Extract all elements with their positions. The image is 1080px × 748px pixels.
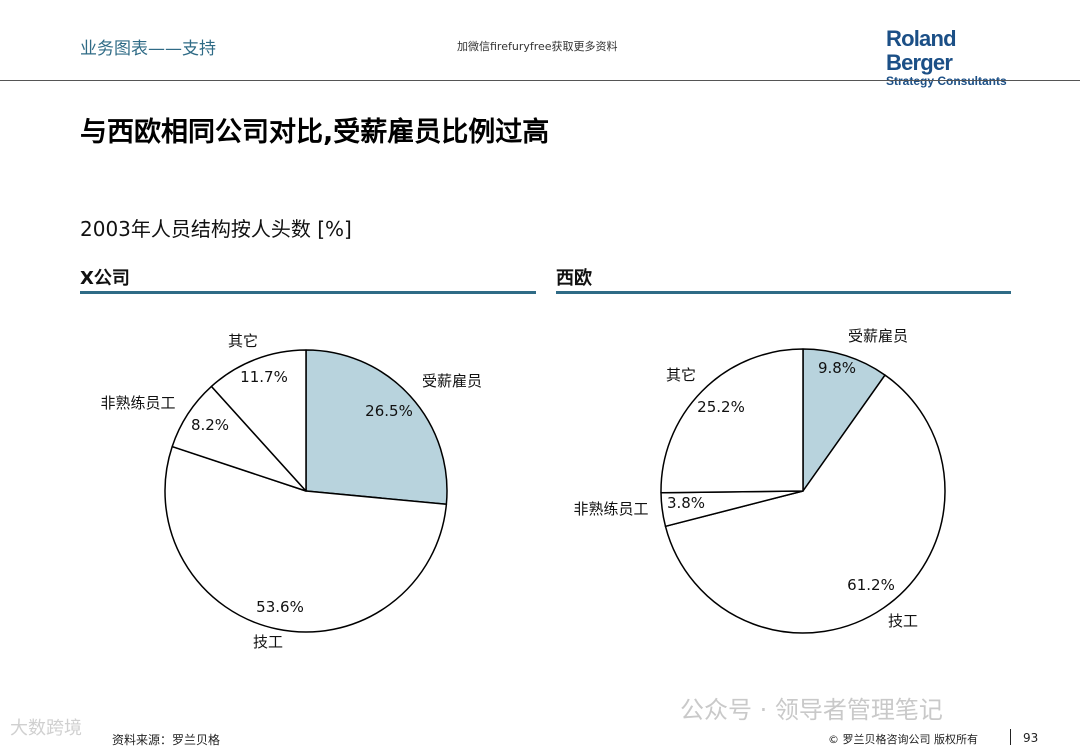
footer-divider <box>1010 729 1011 745</box>
pie-0-category-label-2: 非熟练员工 <box>100 394 175 412</box>
pie-1-value-label-3: 25.2% <box>697 398 745 416</box>
page-number: 93 <box>1023 731 1039 745</box>
pie-1-value-label-1: 61.2% <box>847 576 895 594</box>
pie-0-slice-3 <box>210 349 307 492</box>
header-note: 加微信firefuryfree获取更多资料 <box>457 40 618 53</box>
section-title: 业务图表——支持 <box>80 39 216 59</box>
page-title: 与西欧相同公司对比,受薪雇员比例过高 <box>80 117 550 148</box>
pie-1-value-label-0: 9.8% <box>818 359 856 377</box>
panel-rule-left <box>80 291 536 294</box>
chart-subtitle: 2003年人员结构按人头数 [%] <box>80 217 352 241</box>
company-logo: Roland Berger Strategy Consultants <box>886 26 1016 88</box>
pie-1-value-label-2: 3.8% <box>667 494 705 512</box>
pie-1-category-label-1: 技工 <box>888 612 918 630</box>
pie-1-slice-1 <box>664 374 946 634</box>
header-divider <box>0 80 1080 81</box>
pie-0-value-label-2: 8.2% <box>191 416 229 434</box>
pie-0-category-label-0: 受薪雇员 <box>422 372 482 390</box>
panel-rule-right <box>556 291 1011 294</box>
pie-0-slice-0 <box>305 349 448 506</box>
pie-0-slice-1 <box>164 445 448 633</box>
footer-copyright: © 罗兰贝格咨询公司 版权所有 <box>828 733 978 746</box>
pie-0-value-label-0: 26.5% <box>365 402 413 420</box>
pie-0-value-label-3: 11.7% <box>240 368 288 386</box>
watermark-left: 大数跨境 <box>10 718 82 739</box>
logo-wordmark: Roland Berger <box>886 26 957 75</box>
pie-0-category-label-3: 其它 <box>228 332 258 350</box>
panel-title-western-europe: 西欧 <box>556 268 592 289</box>
pie-1-slice-0 <box>802 348 886 492</box>
pie-1-category-label-2: 非熟练员工 <box>573 500 648 518</box>
pie-1-slice-3 <box>660 348 804 494</box>
panel-title-x-company: X公司 <box>80 268 130 289</box>
watermark-text: 公众号 · 领导者管理笔记 <box>680 696 943 724</box>
pie-0-category-label-1: 技工 <box>253 633 283 651</box>
pie-0-value-label-1: 53.6% <box>256 598 304 616</box>
pie-1-category-label-3: 其它 <box>666 366 696 384</box>
footer-source: 资料来源：罗兰贝格 <box>112 733 221 747</box>
pie-1-category-label-0: 受薪雇员 <box>848 327 908 345</box>
logo-tagline: Strategy Consultants <box>886 74 1007 88</box>
